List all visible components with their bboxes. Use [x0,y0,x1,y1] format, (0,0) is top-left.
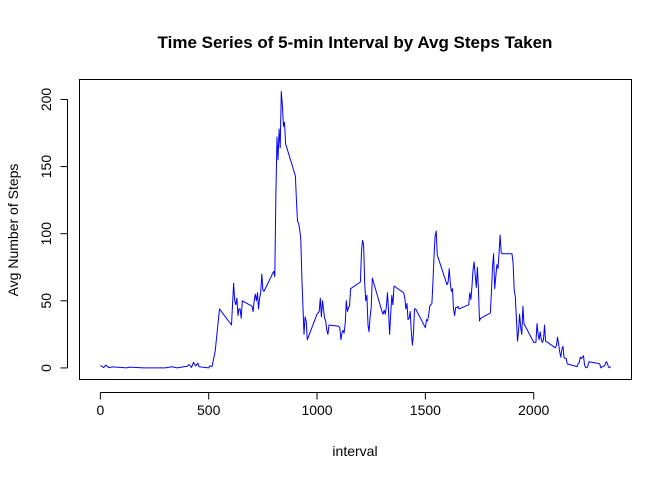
series-layer [100,90,611,369]
y-axis: 0 50 100 150 200 [38,88,68,372]
x-axis-label: interval [332,443,377,459]
y-tick-label: 150 [38,155,54,179]
x-tick-label: 1000 [301,402,332,418]
y-tick-label: 200 [38,88,54,112]
x-tick-label: 500 [197,402,221,418]
chart-title: Time Series of 5-min Interval by Avg Ste… [158,33,553,52]
y-tick-label: 100 [38,222,54,246]
plot-frame [79,79,632,380]
x-axis: 0 500 1000 1500 2000 [96,392,549,418]
y-tick-label: 0 [38,364,54,372]
x-tick-label: 0 [96,402,104,418]
y-tick-label: 50 [38,293,54,309]
y-axis-label: Avg Number of Steps [5,164,21,297]
x-tick-label: 2000 [518,402,549,418]
x-tick-label: 1500 [410,402,441,418]
series-line [100,90,611,369]
